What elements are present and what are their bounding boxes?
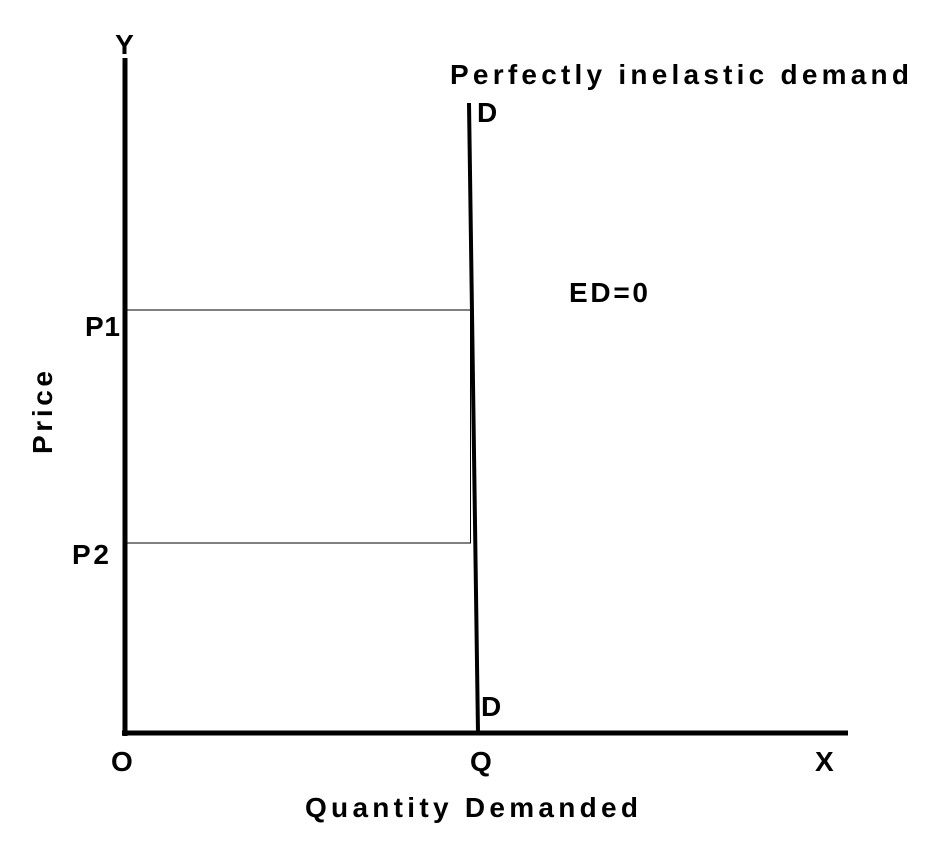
curve-top-label: D bbox=[477, 97, 500, 128]
p1-label: P1 bbox=[85, 311, 123, 342]
curve-bottom-label: D bbox=[481, 691, 504, 722]
origin-label: O bbox=[111, 746, 136, 777]
title: Perfectly inelastic demand bbox=[450, 59, 912, 90]
q-label: Q bbox=[470, 746, 495, 777]
y-axis-end: Y bbox=[115, 29, 137, 60]
x-axis-label: Quantity Demanded bbox=[305, 792, 641, 823]
y-axis-label: Price bbox=[27, 368, 58, 454]
demand-curve bbox=[467, 102, 480, 734]
elasticity: ED=0 bbox=[569, 277, 651, 308]
p2-label: P2 bbox=[72, 539, 112, 570]
x-axis-end: X bbox=[815, 746, 837, 777]
